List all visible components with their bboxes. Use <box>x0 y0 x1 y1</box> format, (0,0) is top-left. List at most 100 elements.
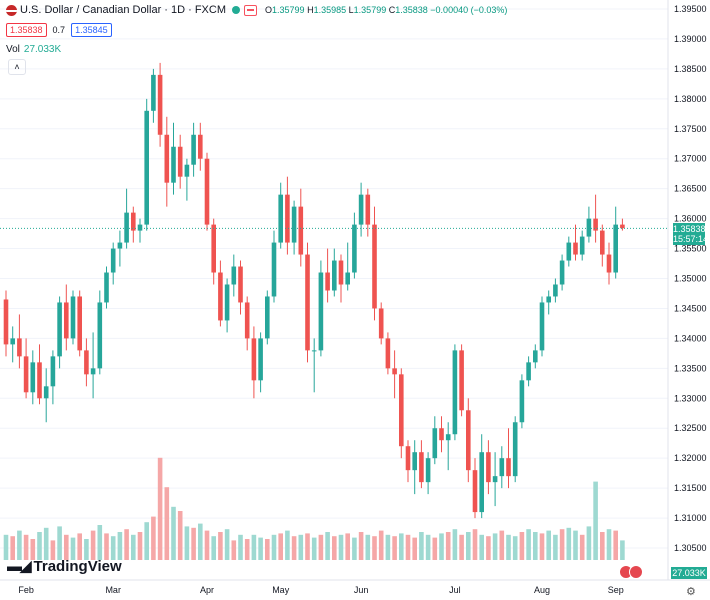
candle-body <box>291 206 297 243</box>
volume-bar <box>271 534 277 560</box>
candle-body <box>198 134 203 159</box>
volume-bar <box>50 540 56 560</box>
volume-bar <box>499 530 505 560</box>
price-change: −0.00040 (−0.03%) <box>430 5 508 15</box>
volume-bar <box>117 532 123 560</box>
candle-body <box>238 266 243 303</box>
x-tick-label: Feb <box>18 585 34 595</box>
gear-icon[interactable]: ⚙ <box>686 586 696 598</box>
volume-bar <box>533 532 538 560</box>
candle-body <box>419 452 424 483</box>
volume-bar <box>519 532 525 560</box>
volume-bar <box>204 530 210 560</box>
candle-body <box>278 194 283 243</box>
x-tick-label: Jun <box>354 585 369 595</box>
y-tick-label: 1.30500 <box>674 543 707 553</box>
price-axis: 1.39500 1.39000 1.38500 1.38000 1.37500 1.370… <box>674 4 707 553</box>
symbol-title[interactable]: U.S. Dollar / Canadian Dollar · 1D · FXC… <box>20 4 227 16</box>
candle-body <box>144 110 149 225</box>
symbol-legend: U.S. Dollar / Canadian Dollar · 1D · FXC… <box>6 4 507 16</box>
candle-body <box>77 296 82 351</box>
volume-bar <box>385 534 391 560</box>
volume-bar <box>492 533 498 560</box>
volume-value: 27.033K <box>23 44 62 55</box>
sell-button[interactable]: 1.35838 <box>6 23 47 37</box>
volume-bar <box>600 532 605 560</box>
volume-bar <box>432 537 438 560</box>
candle-body <box>271 242 277 297</box>
candle-body <box>539 302 545 351</box>
y-tick-label: 1.39500 <box>674 4 707 14</box>
y-tick-label: 1.38000 <box>674 94 707 104</box>
volume-bar <box>479 534 484 560</box>
y-tick-label: 1.32000 <box>674 453 707 463</box>
time-axis: Feb Mar Apr May Jun Jul Aug Sep <box>18 585 623 595</box>
volume-bar <box>466 532 471 560</box>
quote-row: 1.35838 0.7 1.35845 <box>6 23 112 37</box>
y-tick-label: 1.33000 <box>674 393 707 403</box>
candle-body <box>224 284 230 321</box>
candle-body <box>566 242 572 261</box>
tradingview-logo-icon: ▬◢ <box>7 558 32 575</box>
candle-body <box>546 296 551 303</box>
volume-bar <box>332 536 337 560</box>
candle-body <box>90 368 96 375</box>
hide-series-icon[interactable] <box>244 4 258 16</box>
volume-bar <box>613 530 618 560</box>
candle-body <box>412 452 417 471</box>
candle-body <box>251 338 257 381</box>
volume-bar <box>539 533 545 560</box>
x-tick-label: Aug <box>534 585 550 595</box>
candle-body <box>137 224 143 231</box>
brand-name: TradingView <box>33 557 122 575</box>
candle-body <box>97 302 103 369</box>
volume-bar <box>265 539 270 560</box>
buy-button[interactable]: 1.35845 <box>71 23 112 37</box>
candle-body <box>285 194 290 243</box>
y-tick-label: 1.34500 <box>674 303 707 313</box>
volume-bar <box>251 534 257 560</box>
candle-body <box>519 380 525 423</box>
volume-bars <box>3 457 625 560</box>
candle-body <box>244 302 250 339</box>
candle-body <box>325 272 330 291</box>
volume-bar <box>506 534 511 560</box>
candle-body <box>177 146 183 177</box>
volume-bar <box>573 530 578 560</box>
volume-bar <box>593 481 598 560</box>
candle-body <box>579 236 585 255</box>
y-tick-label: 1.36500 <box>674 184 707 194</box>
volume-bar <box>57 526 62 560</box>
candle-body <box>425 458 431 483</box>
chevron-up-icon: ˄ <box>14 62 20 72</box>
volume-bar <box>372 536 377 560</box>
volume-bar <box>131 534 136 560</box>
event-flag-icon[interactable] <box>629 565 643 579</box>
candle-body <box>164 134 170 183</box>
candle-body <box>365 194 371 225</box>
candle-body <box>50 356 56 387</box>
volume-bar <box>405 534 411 560</box>
candle-body <box>171 146 176 183</box>
candle-body <box>533 350 538 363</box>
ohlc-values: O1.35799 H1.35985 L1.35799 C1.35838 −0.0… <box>265 5 508 15</box>
tradingview-logo[interactable]: ▬◢ TradingView <box>7 557 122 576</box>
y-tick-label: 1.31000 <box>674 513 707 523</box>
candle-body <box>298 206 304 255</box>
volume-bar <box>238 534 243 560</box>
candle-body <box>479 452 484 513</box>
candle-body <box>613 224 618 273</box>
x-tick-label: Mar <box>105 585 121 595</box>
candle-body <box>64 302 69 339</box>
volume-bar <box>412 537 417 560</box>
candle-body <box>10 338 15 345</box>
volume-bar <box>43 527 49 560</box>
volume-bar <box>378 530 384 560</box>
y-tick-label: 1.31500 <box>674 483 707 493</box>
events-icons[interactable] <box>619 565 643 579</box>
volume-bar <box>90 530 96 560</box>
collapse-legend-button[interactable]: ˄ <box>8 59 26 75</box>
candle-body <box>526 362 531 381</box>
volume-bar <box>311 537 317 560</box>
